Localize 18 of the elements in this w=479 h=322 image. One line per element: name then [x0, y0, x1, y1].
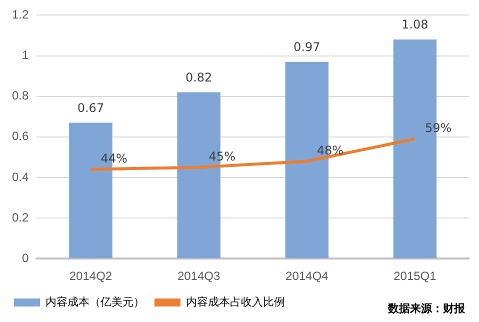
y-tick-label: 0.4	[12, 170, 29, 184]
data-label: 1.08	[402, 18, 428, 32]
y-tick-label: 1.2	[12, 8, 29, 22]
data-label: 0.82	[185, 70, 212, 84]
data-label: 0.97	[294, 40, 320, 54]
data-label: 0.67	[77, 100, 104, 115]
legend-label: 内容成本占收入比例	[186, 296, 285, 309]
y-tick-label: 0.6	[12, 129, 29, 144]
legend-label: 内容成本（亿美元）	[46, 296, 144, 309]
x-tick-label: 2014Q2	[69, 269, 112, 284]
x-tick-label: 2014Q3	[177, 269, 220, 284]
y-tick-label: 0	[22, 250, 29, 265]
y-tick-label: 0.8	[12, 88, 29, 103]
x-tick-label: 2015Q1	[394, 269, 437, 284]
x-tick-label: 2014Q4	[286, 269, 329, 284]
y-tick-label: 1	[22, 48, 29, 62]
y-tick-label: 0.2	[12, 210, 29, 224]
source-note: 数据来源：财报	[388, 302, 465, 315]
